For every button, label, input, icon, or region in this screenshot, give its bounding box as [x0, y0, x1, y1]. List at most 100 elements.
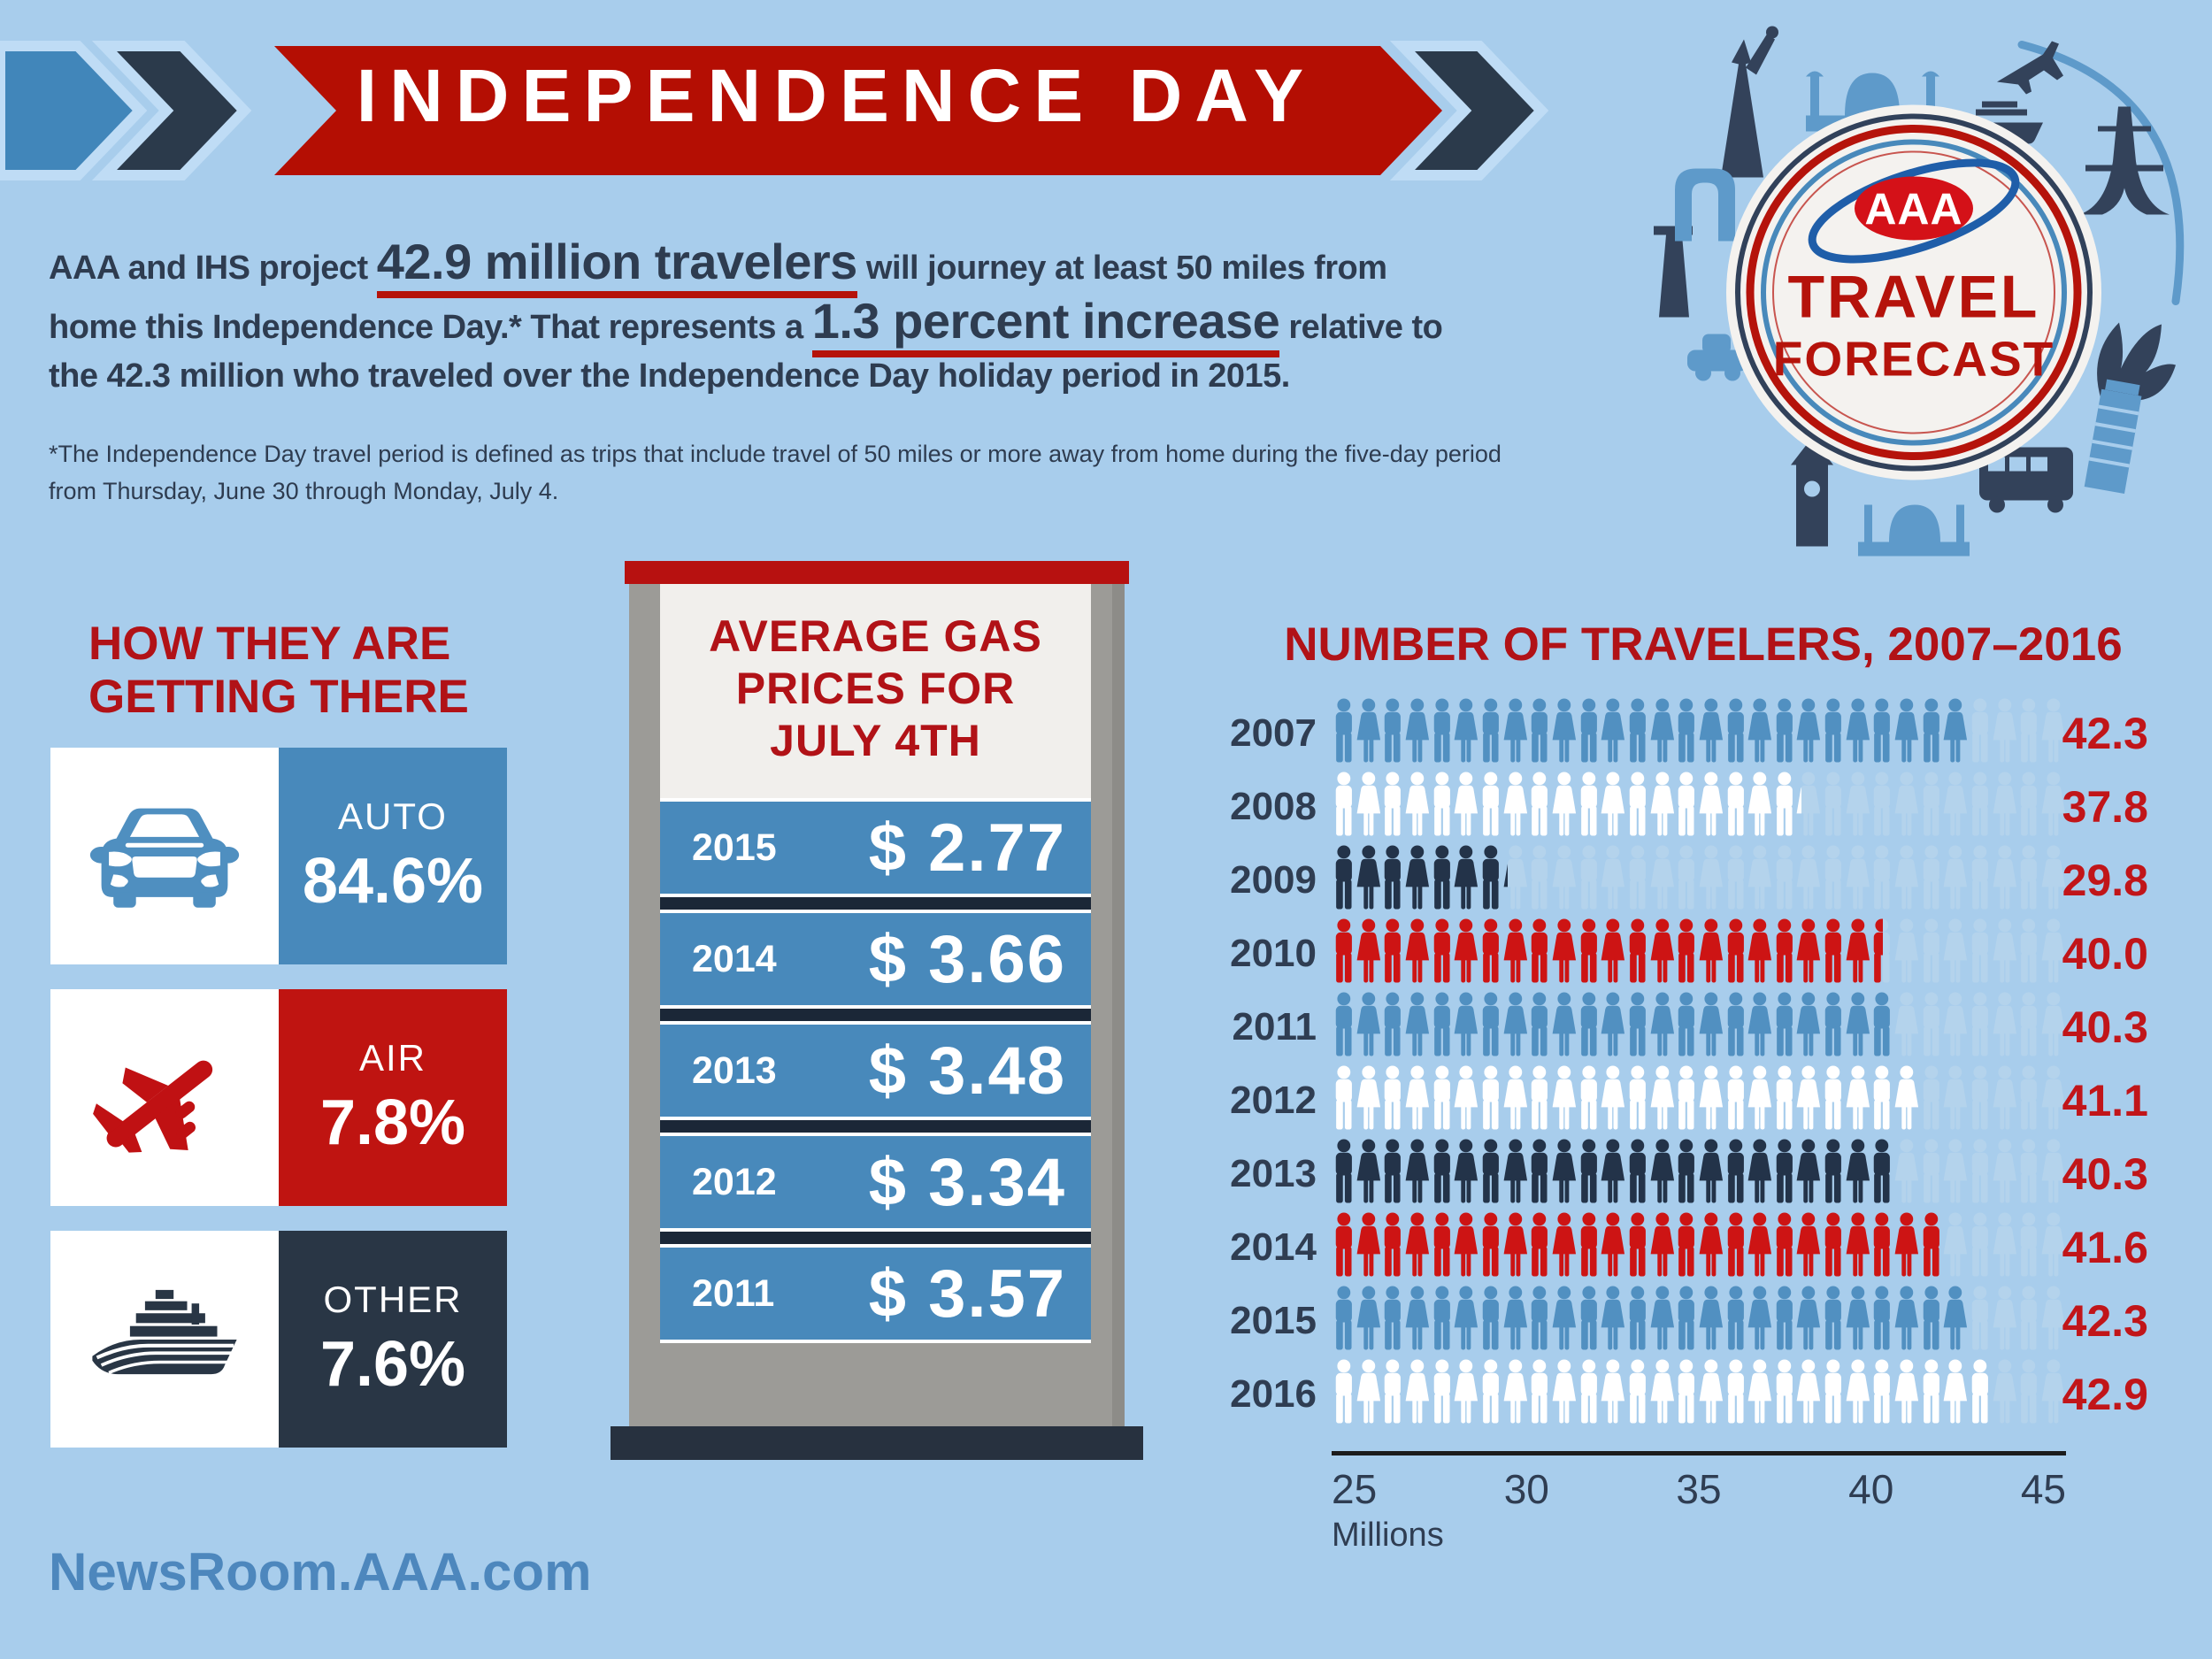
- person-icon: [1552, 1138, 1577, 1205]
- person-icon: [1380, 991, 1405, 1058]
- person-icon: [1650, 771, 1675, 838]
- person-icon: [1405, 991, 1430, 1058]
- person-icon: [1674, 771, 1699, 838]
- chart-year-label: 2011: [1232, 1005, 1317, 1048]
- person-icon: [1479, 844, 1503, 911]
- person-icon: [1405, 1211, 1430, 1279]
- chart-year-label: 2007: [1230, 711, 1317, 755]
- intro-highlight-increase: 1.3 percent increase: [811, 296, 1280, 357]
- person-icon: [1846, 991, 1870, 1058]
- person-icon: [1503, 991, 1528, 1058]
- x-axis-tick-40: 40: [1848, 1466, 1894, 1512]
- person-icon: [2016, 1064, 2041, 1132]
- person-icon: [1993, 771, 2017, 838]
- person-icon: [1919, 918, 1944, 985]
- person-icon: [1968, 991, 1993, 1058]
- pictogram-row-filled-clip: [1332, 844, 1508, 911]
- person-icon: [1772, 771, 1797, 838]
- person-icon: [1503, 771, 1528, 838]
- person-icon: [1380, 844, 1405, 911]
- person-icon: [1454, 771, 1479, 838]
- pictogram-row-filled-clip: [1332, 1358, 1989, 1425]
- person-icon: [1968, 1138, 1993, 1205]
- pictogram-row-filled: [1332, 771, 1801, 838]
- gas-price-value: $ 3.66: [868, 921, 1066, 997]
- person-icon: [2016, 918, 2041, 985]
- person-icon: [1747, 771, 1772, 838]
- person-icon: [1430, 1211, 1455, 1279]
- pictogram-row-filled: [1332, 844, 1508, 911]
- person-icon: [1601, 1211, 1625, 1279]
- person-icon: [1772, 1358, 1797, 1425]
- person-icon: [1650, 918, 1675, 985]
- person-icon: [1430, 1064, 1455, 1132]
- person-icon: [1699, 1138, 1724, 1205]
- intro-highlight-travelers: 42.9 million travelers: [376, 237, 857, 298]
- person-icon: [1943, 1285, 1966, 1352]
- person-icon: [1625, 1138, 1650, 1205]
- person-icon: [1870, 1285, 1894, 1352]
- person-icon: [1454, 1358, 1479, 1425]
- person-icon: [1993, 1211, 2017, 1279]
- person-icon: [1747, 1138, 1772, 1205]
- person-icon: [1747, 1064, 1772, 1132]
- chart-year-label: 2009: [1230, 858, 1317, 902]
- person-icon: [1577, 991, 1601, 1058]
- chart-value-label: 42.3: [2062, 1296, 2148, 1346]
- person-icon: [1577, 1138, 1601, 1205]
- person-icon: [1430, 1138, 1455, 1205]
- person-icon: [1772, 1138, 1797, 1205]
- pictogram-row-filled-clip: [1332, 771, 1801, 838]
- person-icon: [1332, 697, 1356, 764]
- person-icon: [1601, 1285, 1625, 1352]
- person-icon: [1380, 918, 1405, 985]
- person-icon: [1601, 1358, 1625, 1425]
- mode-icon-box: [50, 989, 279, 1206]
- temple-icon: [1858, 504, 1970, 557]
- person-icon: [1650, 991, 1675, 1058]
- person-icon: [1894, 1138, 1919, 1205]
- person-icon: [1332, 771, 1356, 838]
- person-icon: [1577, 1285, 1601, 1352]
- person-icon: [1894, 991, 1919, 1058]
- person-icon: [1724, 771, 1748, 838]
- person-icon: [1380, 1064, 1405, 1132]
- intro-line2-pre: home this Independence Day.* That repres…: [49, 309, 812, 346]
- person-icon: [1552, 991, 1577, 1058]
- person-icon: [1625, 697, 1650, 764]
- x-axis-ticks: 25 30 35 40 45: [1332, 1465, 2066, 1513]
- person-icon: [1552, 771, 1577, 838]
- person-icon: [1332, 1138, 1356, 1205]
- person-icon: [1650, 1138, 1675, 1205]
- banner-chevrons: [0, 41, 1549, 180]
- person-icon: [1674, 1285, 1699, 1352]
- person-icon: [1405, 697, 1430, 764]
- eiffel-tower-icon: [2079, 106, 2170, 215]
- person-icon: [1993, 991, 2017, 1058]
- arch-icon: [1675, 168, 1735, 242]
- person-icon: [1380, 1285, 1405, 1352]
- pictogram-row-filled-clip: [1332, 1211, 1941, 1279]
- intro-line-2: home this Independence Day.* That repres…: [49, 296, 1443, 357]
- mode-value: 7.8%: [319, 1087, 466, 1158]
- person-icon: [1527, 1358, 1552, 1425]
- person-icon: [1380, 1358, 1405, 1425]
- person-icon: [1724, 1211, 1748, 1279]
- statue-arm: [1746, 34, 1775, 75]
- mode-label: AIR: [358, 1036, 426, 1079]
- pictogram-row: [1332, 1064, 2066, 1132]
- person-icon: [1332, 844, 1356, 911]
- person-icon: [1894, 844, 1919, 911]
- person-icon: [1527, 1138, 1552, 1205]
- person-icon: [1601, 1064, 1625, 1132]
- gas-year-label: 2011: [692, 1271, 775, 1315]
- person-icon: [1356, 1211, 1381, 1279]
- person-icon: [1699, 1211, 1724, 1279]
- gas-price-value: $ 3.48: [868, 1033, 1066, 1109]
- chart-year-label: 2010: [1230, 932, 1317, 975]
- person-icon: [1870, 844, 1894, 911]
- mode-value-box: AIR 7.8%: [279, 989, 507, 1206]
- person-icon: [1430, 771, 1455, 838]
- pictogram-row-filled-clip: [1332, 1064, 1923, 1132]
- person-icon: [1870, 1358, 1894, 1425]
